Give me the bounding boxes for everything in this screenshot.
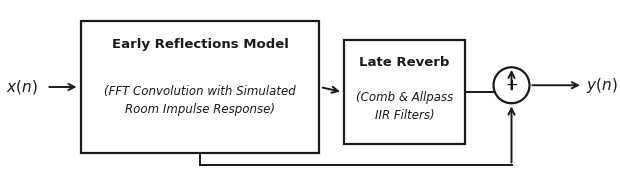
- Bar: [81, 21, 319, 153]
- Text: $x(n)$: $x(n)$: [6, 78, 38, 96]
- Text: $+$: $+$: [505, 78, 518, 93]
- Text: Early Reflections Model: Early Reflections Model: [112, 38, 288, 51]
- Text: $y(n)$: $y(n)$: [586, 76, 618, 95]
- Text: (Comb & Allpass
IIR Filters): (Comb & Allpass IIR Filters): [356, 91, 453, 122]
- Bar: [344, 40, 465, 144]
- Text: (FFT Convolution with Simulated
Room Impulse Response): (FFT Convolution with Simulated Room Imp…: [104, 85, 296, 116]
- Text: Late Reverb: Late Reverb: [360, 56, 450, 69]
- Ellipse shape: [494, 67, 529, 103]
